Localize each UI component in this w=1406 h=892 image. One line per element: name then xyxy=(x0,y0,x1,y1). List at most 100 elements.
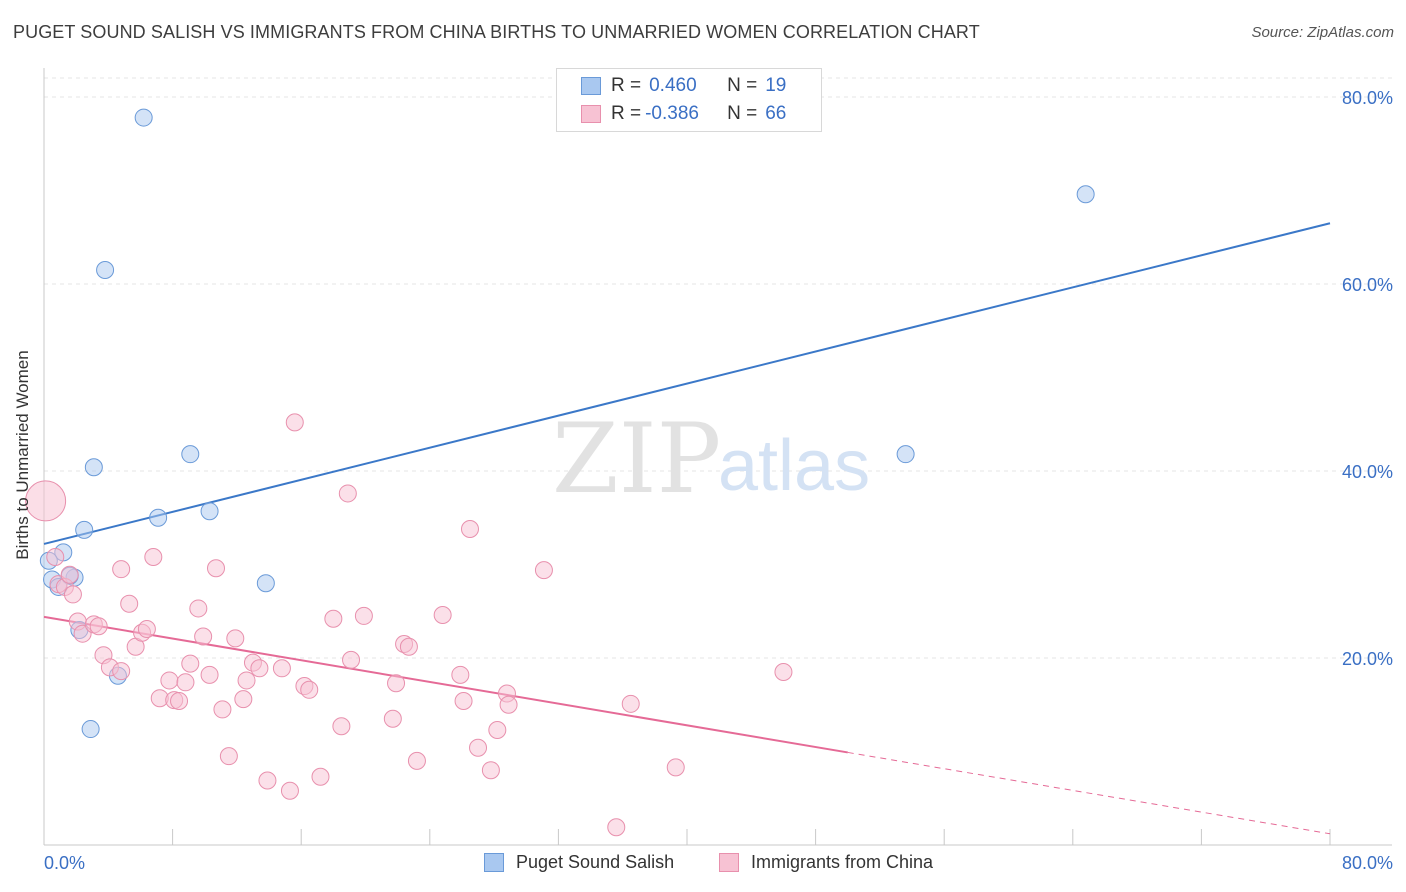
correlation-legend: R = 0.460 N = 19 R = -0.386 N = 66 xyxy=(556,68,822,132)
china-point xyxy=(25,480,67,522)
china-point xyxy=(250,659,269,678)
china-point xyxy=(120,594,139,613)
china-point xyxy=(285,413,304,432)
china-point xyxy=(207,559,226,578)
legend-r-value: -0.386 xyxy=(645,103,699,124)
china-point xyxy=(63,585,82,604)
china-point xyxy=(399,637,418,656)
china-point xyxy=(460,519,479,538)
china-point xyxy=(112,662,131,681)
china-point xyxy=(112,560,131,579)
china-point xyxy=(534,561,553,580)
axes xyxy=(43,68,1392,846)
china-point xyxy=(144,548,163,567)
china-point xyxy=(272,659,291,678)
china-point xyxy=(181,654,200,673)
legend-row-salish: R = 0.460 N = 19 xyxy=(581,73,786,99)
china-point xyxy=(481,761,500,780)
salish-point xyxy=(75,520,94,539)
x-tick-label: 80.0% xyxy=(1342,853,1393,873)
series-swatch-china xyxy=(719,853,739,872)
series-swatch-salish xyxy=(484,853,504,872)
china-point xyxy=(213,700,232,719)
legend-n-value: 66 xyxy=(765,103,787,124)
china-point xyxy=(433,605,452,624)
series-name-china: Immigrants from China xyxy=(751,852,934,872)
china-point xyxy=(338,484,357,503)
y-tick-label: 40.0% xyxy=(1342,462,1393,482)
series-name-salish: Puget Sound Salish xyxy=(516,852,675,872)
china-point xyxy=(774,663,793,682)
china-point xyxy=(170,692,189,711)
series-legend-china: Immigrants from China xyxy=(719,852,933,873)
china-point xyxy=(160,671,179,690)
gridlines xyxy=(44,77,1392,659)
watermark-zip: ZIP xyxy=(552,403,721,515)
salish-point xyxy=(256,574,275,593)
legend-r-value: 0.460 xyxy=(649,75,697,96)
legend-swatch-salish xyxy=(581,77,601,95)
china-point xyxy=(219,747,238,766)
legend-swatch-china xyxy=(581,105,601,123)
china-point xyxy=(258,771,277,790)
y-axis-label-wrap: Births to Unmarried Women xyxy=(8,330,38,580)
china-point xyxy=(332,717,351,736)
china-point xyxy=(89,617,108,636)
china-point xyxy=(342,650,361,669)
y-tick-label: 60.0% xyxy=(1342,275,1393,295)
china-point xyxy=(454,692,473,711)
series-legend: Puget Sound Salish Immigrants from China xyxy=(0,852,1406,878)
legend-n-value: 19 xyxy=(765,75,787,96)
y-axis-label: Births to Unmarried Women xyxy=(13,350,32,560)
china-point xyxy=(280,781,299,800)
china-point xyxy=(200,665,219,684)
series-legend-salish: Puget Sound Salish xyxy=(484,852,674,873)
trend-line xyxy=(43,615,848,754)
salish-point xyxy=(896,445,915,464)
china-point xyxy=(311,767,330,786)
trend-lines xyxy=(43,222,1331,835)
china-point xyxy=(383,709,402,728)
trend-line-extension xyxy=(847,751,1331,835)
salish-point xyxy=(134,108,153,127)
china-point xyxy=(226,629,245,648)
china-point xyxy=(176,673,195,692)
data-points xyxy=(25,108,1095,837)
legend-row-china: R = -0.386 N = 66 xyxy=(581,101,786,127)
china-point xyxy=(194,627,213,646)
china-point xyxy=(60,565,79,584)
china-point xyxy=(469,738,488,757)
legend-n-label: N = xyxy=(727,75,758,96)
china-point xyxy=(666,758,685,777)
china-point xyxy=(189,599,208,618)
trend-line xyxy=(43,222,1331,545)
legend-r-label: R = xyxy=(611,103,642,124)
salish-point xyxy=(1076,185,1095,204)
salish-point xyxy=(81,720,100,739)
china-point xyxy=(300,680,319,699)
legend-n-label: N = xyxy=(727,103,758,124)
china-point xyxy=(324,609,343,628)
china-point xyxy=(499,695,518,714)
salish-point xyxy=(149,508,168,527)
china-point xyxy=(234,690,253,709)
chart-title: PUGET SOUND SALISH VS IMMIGRANTS FROM CH… xyxy=(13,22,980,42)
china-point xyxy=(451,665,470,684)
china-point xyxy=(137,620,156,639)
source-credit: Source: ZipAtlas.com xyxy=(1251,24,1394,41)
y-tick-label: 80.0% xyxy=(1342,88,1393,108)
china-point xyxy=(46,548,65,567)
tick-labels: 20.0% 40.0% 60.0% 80.0% 0.0% 80.0% xyxy=(44,88,1393,873)
china-point xyxy=(621,694,640,713)
china-point xyxy=(237,671,256,690)
watermark-atlas: atlas xyxy=(718,426,870,506)
china-point xyxy=(354,606,373,625)
y-tick-label: 20.0% xyxy=(1342,649,1393,669)
china-point xyxy=(488,720,507,739)
salish-point xyxy=(96,260,115,279)
salish-point xyxy=(200,502,219,521)
china-point xyxy=(387,674,406,693)
salish-point xyxy=(181,445,200,464)
salish-point xyxy=(84,458,103,477)
